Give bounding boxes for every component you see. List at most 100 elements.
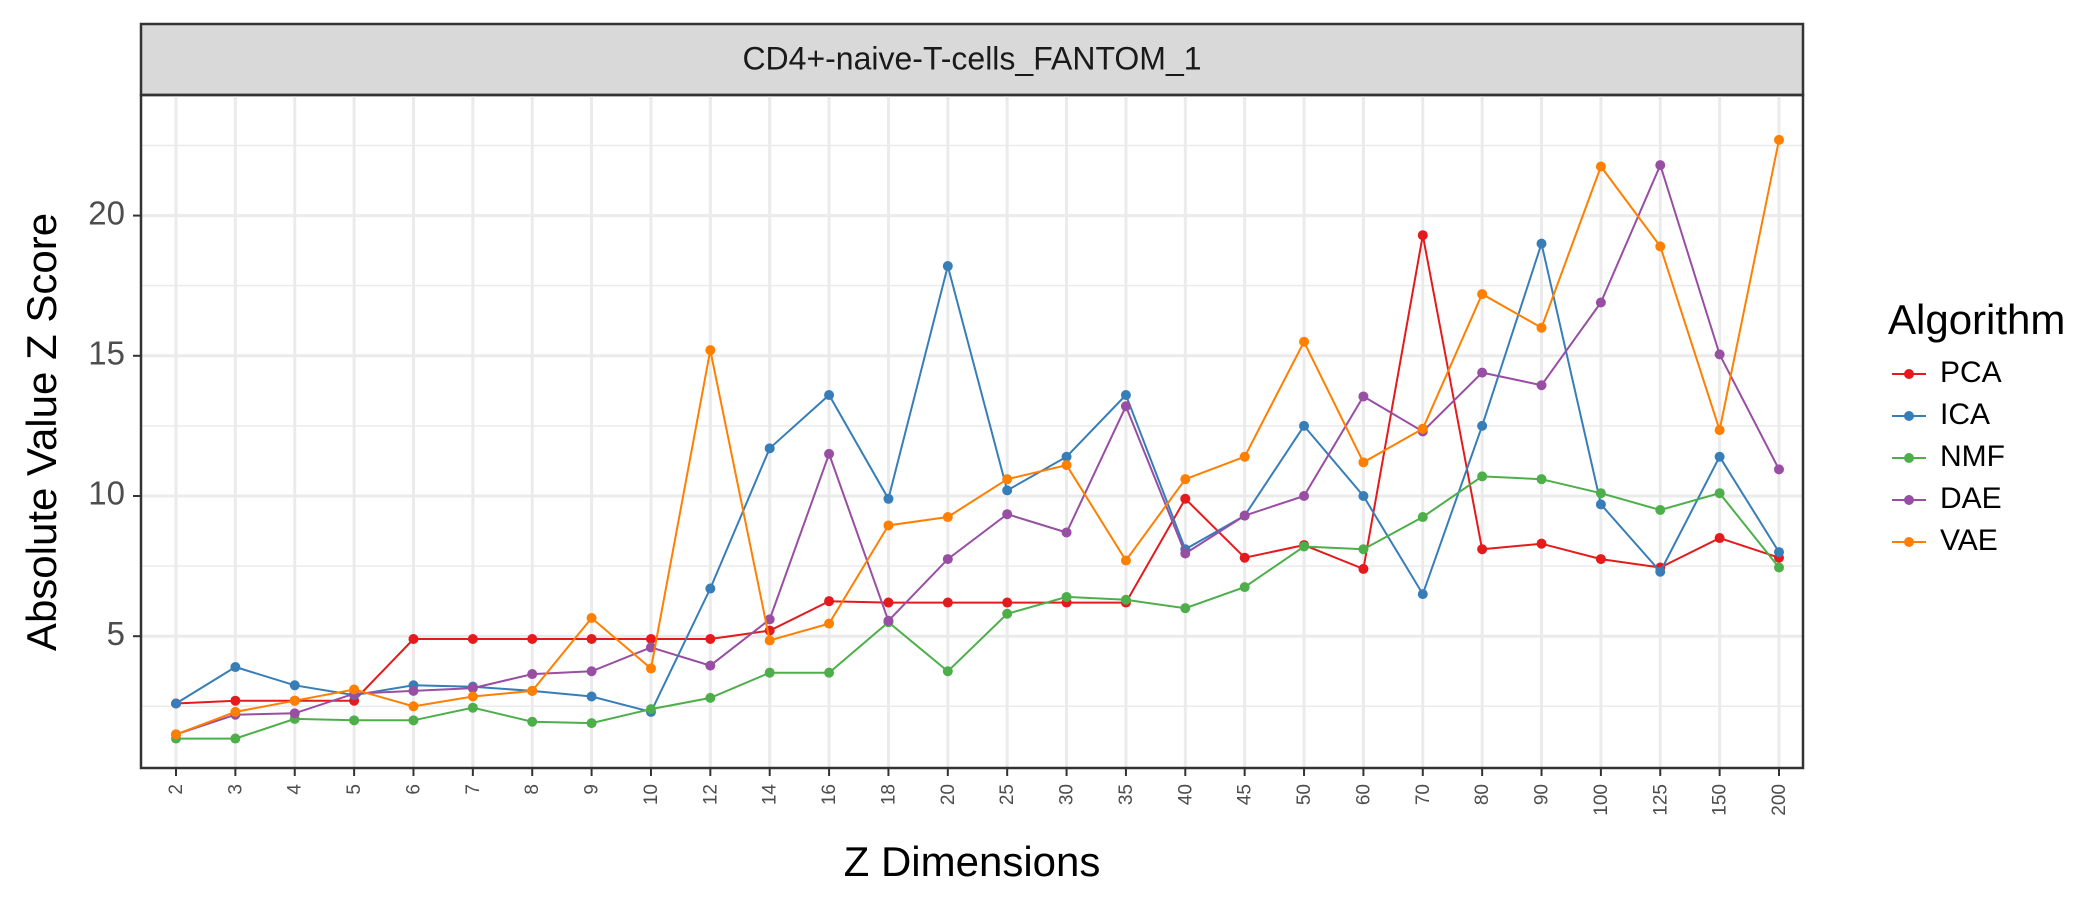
data-point-ica [289, 680, 300, 691]
data-point-pca [942, 597, 953, 608]
data-point-dae [289, 708, 300, 719]
data-point-dae [1536, 380, 1547, 391]
data-point-ica [1477, 420, 1488, 431]
series-line-dae [175, 162, 1780, 736]
x-tick-label: 30 [1057, 784, 1078, 805]
series-line-ica [175, 239, 1780, 714]
x-tick-label: 8 [522, 784, 543, 795]
data-point-vae [1595, 161, 1606, 172]
data-point-nmf [1536, 474, 1547, 485]
series-line-vae [175, 139, 1780, 736]
data-point-vae [705, 345, 716, 356]
data-point-vae [586, 612, 597, 623]
data-point-dae [1299, 490, 1310, 501]
series-layer [171, 134, 1784, 744]
data-point-nmf [230, 733, 241, 744]
data-point-ica [1595, 499, 1606, 510]
x-tick-label: 10 [641, 784, 662, 805]
data-point-dae [408, 685, 419, 696]
data-point-ica [705, 583, 716, 594]
data-point-pca [1477, 544, 1488, 555]
x-tick-label: 200 [1769, 784, 1790, 816]
data-point-ica [824, 390, 835, 401]
legend-label: NMF [1940, 440, 2005, 473]
x-tick-label: 100 [1591, 784, 1612, 816]
x-tick-label: 150 [1710, 784, 1731, 816]
x-tick-label: 4 [285, 784, 306, 795]
data-point-nmf [1714, 488, 1725, 499]
data-point-dae [1595, 297, 1606, 308]
data-point-ica [1120, 390, 1131, 401]
data-point-nmf [1061, 591, 1072, 602]
x-tick-label: 50 [1294, 784, 1315, 805]
data-point-nmf [1774, 562, 1784, 573]
data-point-vae [1120, 555, 1131, 566]
data-point-dae [883, 615, 894, 626]
x-tick-label: 18 [878, 784, 899, 805]
data-point-nmf [586, 718, 597, 729]
data-point-dae [1774, 464, 1784, 475]
data-point-nmf [1239, 582, 1250, 593]
data-point-vae [1714, 425, 1725, 436]
data-point-ica [1299, 420, 1310, 431]
data-point-nmf [1417, 512, 1428, 523]
data-point-dae [764, 614, 775, 625]
data-point-vae [764, 635, 775, 646]
data-point-nmf [1595, 488, 1606, 499]
data-point-dae [1358, 391, 1369, 402]
data-point-nmf [1477, 471, 1488, 482]
legend-item-vae: VAE [1892, 524, 1998, 557]
data-point-dae [1061, 527, 1072, 538]
data-point-pca [824, 596, 835, 607]
legend-label: PCA [1940, 356, 2002, 389]
data-point-nmf [1002, 608, 1013, 619]
data-point-dae [1714, 349, 1725, 360]
series-line-nmf [176, 475, 1780, 740]
data-point-vae [527, 685, 538, 696]
x-tick-label: 5 [344, 784, 365, 795]
data-point-vae [1536, 322, 1547, 333]
data-point-vae [1002, 474, 1013, 485]
data-point-nmf [467, 702, 478, 713]
strip-background [139, 22, 1805, 97]
data-point-vae [824, 618, 835, 629]
data-point-pca [645, 634, 656, 645]
data-point-vae [289, 695, 300, 706]
x-tick-label: 90 [1532, 784, 1553, 805]
legend-label: DAE [1940, 482, 2002, 515]
data-point-ica [1358, 490, 1369, 501]
data-point-pca [705, 634, 716, 645]
y-tick-label: 5 [107, 615, 125, 652]
data-point-nmf [408, 715, 419, 726]
data-point-vae [1299, 336, 1310, 347]
data-point-nmf [1358, 544, 1369, 555]
legend-item-pca: PCA [1892, 356, 2002, 389]
legend-key-point [1904, 453, 1914, 463]
legend-label: VAE [1940, 524, 1998, 557]
x-tick-label: 125 [1650, 784, 1671, 816]
x-axis-title: Z Dimensions [844, 838, 1101, 885]
legend-key-point [1904, 537, 1914, 547]
data-point-pca [1714, 533, 1725, 544]
legend-key-point [1904, 369, 1914, 379]
data-point-pca [1536, 538, 1547, 549]
x-tick-label: 2 [166, 784, 187, 795]
data-point-nmf [349, 715, 360, 726]
data-point-ica [1417, 589, 1428, 600]
y-axis-title: Absolute Value Z Score [18, 213, 65, 651]
data-point-pca [408, 634, 419, 645]
data-point-nmf [705, 692, 716, 703]
x-tick-label: 6 [403, 784, 424, 795]
x-tick-label: 35 [1116, 784, 1137, 805]
legend-title: Algorithm [1888, 296, 2065, 343]
data-point-pca [1180, 493, 1191, 504]
x-tick-label: 12 [700, 784, 721, 805]
data-point-vae [645, 663, 656, 674]
x-tick-label: 70 [1413, 784, 1434, 805]
y-tick-label: 15 [88, 335, 125, 372]
data-point-dae [527, 669, 538, 680]
legend-key-point [1904, 411, 1914, 421]
series-line-pca [175, 235, 1780, 705]
